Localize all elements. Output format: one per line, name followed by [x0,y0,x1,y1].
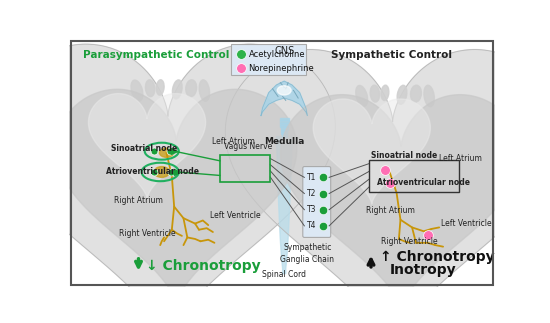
Bar [281,127,288,130]
Text: Sinoatrial node: Sinoatrial node [371,151,437,160]
Polygon shape [1,44,336,323]
Bar [282,132,287,134]
Polygon shape [261,81,307,116]
Ellipse shape [277,86,291,95]
Text: Atrioventricular node: Atrioventricular node [106,167,199,176]
Ellipse shape [186,80,197,97]
Text: Right Atrium: Right Atrium [114,196,163,205]
Ellipse shape [172,80,182,99]
Text: T2: T2 [307,189,317,198]
Ellipse shape [370,85,380,102]
FancyBboxPatch shape [231,44,306,75]
Polygon shape [277,137,292,274]
Ellipse shape [424,85,434,107]
Ellipse shape [397,85,407,104]
Text: Sympathetic
Ganglia Chain: Sympathetic Ganglia Chain [280,243,334,264]
Text: T1: T1 [307,173,317,182]
Text: Left Ventricle: Left Ventricle [210,211,261,220]
Polygon shape [56,89,297,306]
Ellipse shape [154,167,169,177]
Text: Left Atrium: Left Atrium [439,154,482,162]
Ellipse shape [410,85,421,102]
Ellipse shape [131,80,143,101]
Text: Left Atrium: Left Atrium [212,137,255,146]
Bar [220,155,270,182]
Ellipse shape [199,80,210,101]
Text: CNS: CNS [274,47,294,57]
Polygon shape [313,99,430,204]
Ellipse shape [356,85,367,107]
Polygon shape [89,94,206,199]
Text: Right Ventricle: Right Ventricle [119,229,176,238]
Text: Acetylcholine: Acetylcholine [249,50,305,59]
Bar [282,134,287,137]
Text: ↑ Chronotropy: ↑ Chronotropy [380,250,495,264]
Polygon shape [226,49,550,323]
Text: Vagus Nerve: Vagus Nerve [224,142,272,151]
Text: Parasympathetic Control: Parasympathetic Control [82,49,229,59]
Text: Sinoatrial node: Sinoatrial node [111,144,178,153]
Text: Right Atrium: Right Atrium [366,206,415,215]
Ellipse shape [156,80,164,95]
Bar [280,120,289,123]
Bar [279,118,289,120]
Text: Left Ventricle: Left Ventricle [441,219,491,228]
Bar [280,123,288,125]
FancyBboxPatch shape [303,167,331,237]
Text: Right Ventricle: Right Ventricle [381,237,438,246]
Text: Inotropy: Inotropy [389,263,456,277]
Ellipse shape [381,85,389,100]
Text: T4: T4 [307,221,317,230]
Ellipse shape [145,80,155,97]
Polygon shape [280,95,521,311]
Bar [280,125,288,127]
Text: Spinal Cord: Spinal Cord [262,270,306,279]
Text: Norepinephrine: Norepinephrine [249,64,314,73]
Text: T3: T3 [307,205,317,214]
Text: Medulla: Medulla [264,137,304,146]
Ellipse shape [160,148,173,157]
Text: Atrioventricular node: Atrioventricular node [377,178,470,187]
Text: ↓ Chronotropy: ↓ Chronotropy [146,259,261,273]
Bar [370,160,459,192]
Bar [281,130,287,132]
Text: Sympathetic Control: Sympathetic Control [331,49,452,59]
